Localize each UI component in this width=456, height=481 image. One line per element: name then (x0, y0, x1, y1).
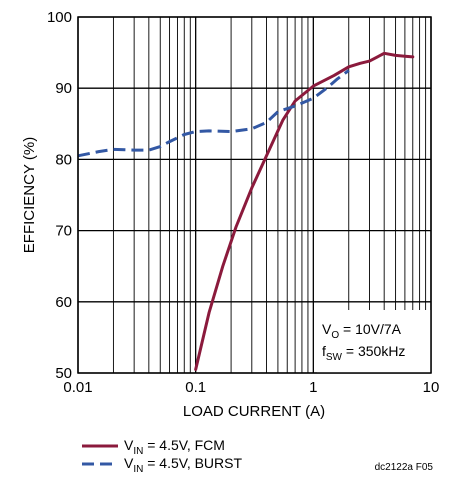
annotation-text: VO = 10V/7A (322, 321, 402, 341)
y-tick-label: 100 (47, 9, 72, 26)
tick-labels: 0.01 0.1 1 10 50 60 70 80 90 100 (47, 9, 439, 396)
y-axis-title: EFFICIENCY (%) (21, 137, 38, 253)
y-tick-label: 60 (55, 294, 72, 311)
x-tick-label: 1 (309, 379, 317, 396)
y-tick-label: 70 (55, 223, 72, 240)
y-tick-label: 90 (55, 80, 72, 97)
figure-credit: dc2122a F05 (375, 462, 434, 473)
y-tick-label: 50 (55, 365, 72, 382)
x-tick-label: 0.1 (185, 379, 206, 396)
y-tick-label: 80 (55, 151, 72, 168)
legend-label: VIN = 4.5V, FCM (124, 437, 225, 457)
legend-label: VIN = 4.5V, BURST (124, 455, 242, 475)
plot-frame (77, 16, 432, 374)
series-line-burst (77, 69, 350, 158)
annotation-box (317, 310, 431, 373)
x-tick-label: 10 (423, 379, 440, 396)
series-lines (77, 51, 415, 371)
annotation-text: fSW = 350kHz (322, 343, 405, 363)
x-tick-label: 0.01 (63, 379, 92, 396)
series-line-fcm (194, 51, 415, 371)
x-axis-title: LOAD CURRENT (A) (183, 403, 325, 420)
